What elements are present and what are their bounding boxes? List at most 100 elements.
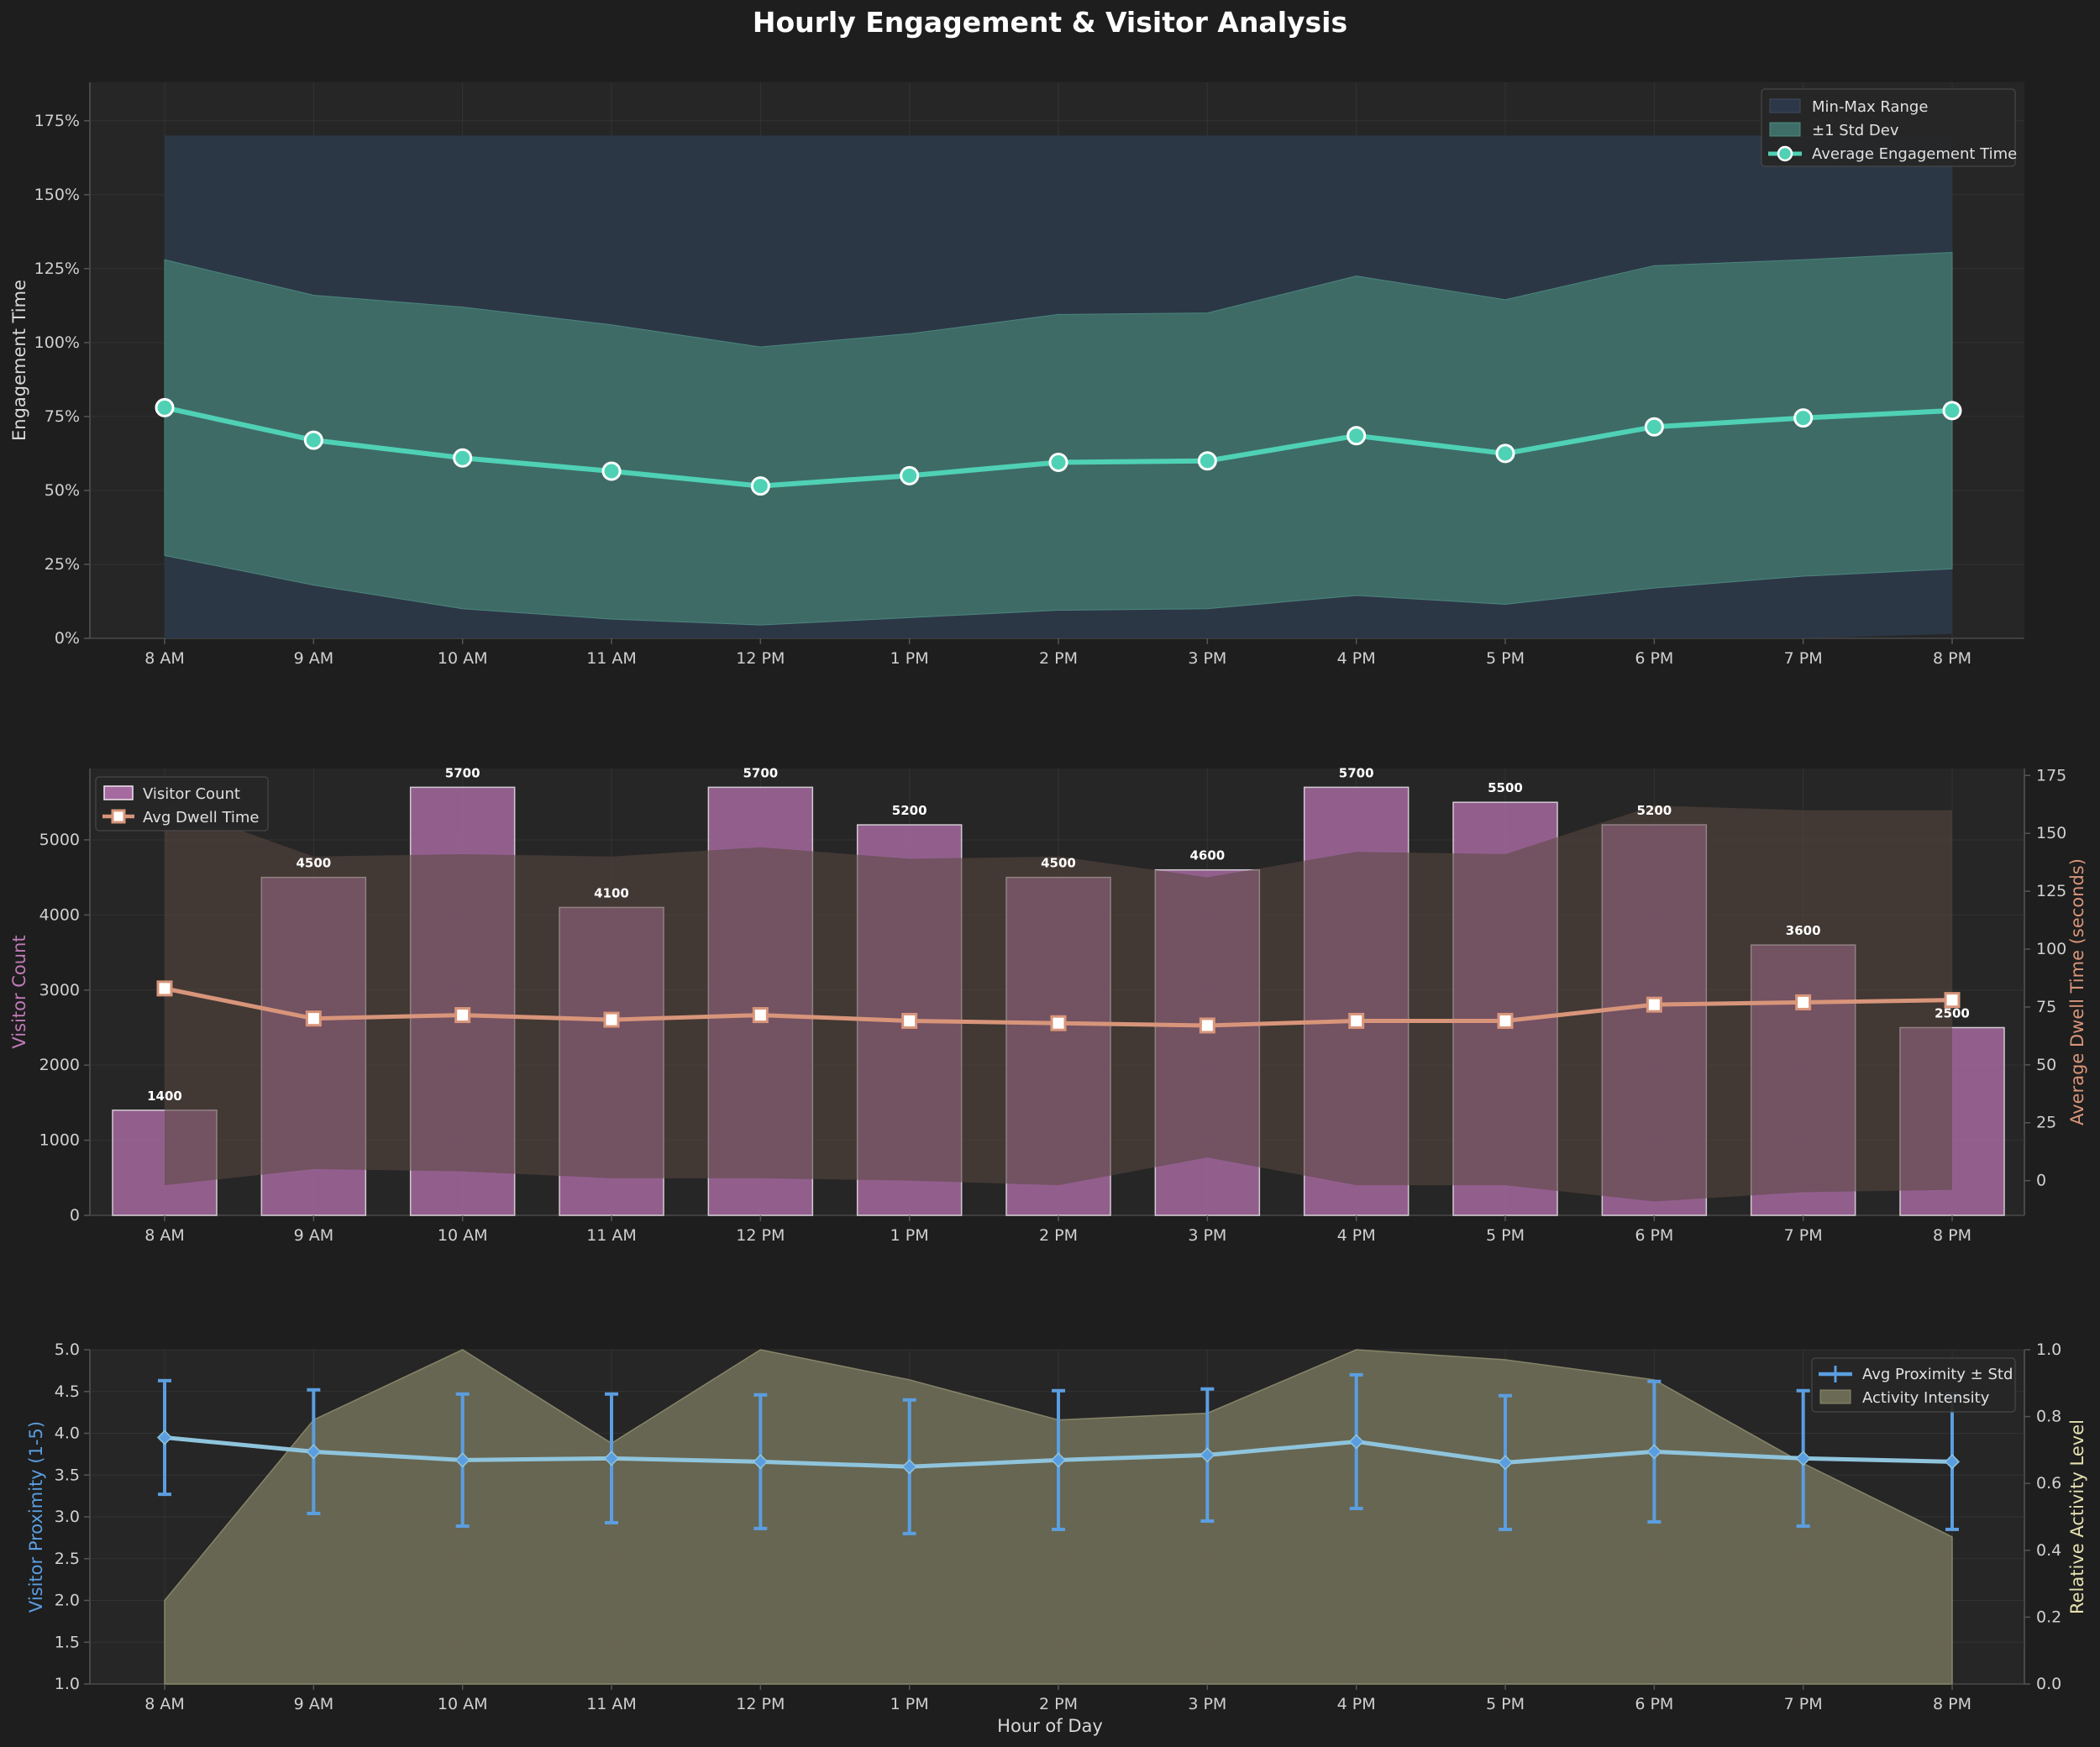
y-right-tick-label: 1.0 xyxy=(2036,1340,2061,1359)
y-right-tick-label: 0.0 xyxy=(2036,1675,2061,1693)
legend-marker-average xyxy=(1777,145,1793,162)
x-tick-label: 2 PM xyxy=(1039,649,1078,668)
avg-proximity-point xyxy=(1944,1454,1961,1470)
avg-proximity-point xyxy=(1646,1444,1662,1460)
average-engagement-point xyxy=(1942,401,1962,421)
y-left-tick-label: 2000 xyxy=(39,1056,80,1074)
bar-value-label: 4500 xyxy=(296,856,331,871)
avg-dwell-time-point xyxy=(1050,1015,1067,1031)
y-left-tick-label: 1.0 xyxy=(55,1675,80,1693)
bar-value-label: 5200 xyxy=(1636,803,1672,818)
bar-value-label: 4600 xyxy=(1189,848,1225,863)
bar-value-label: 5200 xyxy=(892,803,927,818)
x-tick-label: 12 PM xyxy=(736,649,785,668)
y-left-tick-label: 2.5 xyxy=(55,1550,80,1568)
avg-proximity-point xyxy=(156,1430,173,1445)
x-tick-label: 10 AM xyxy=(438,649,488,668)
y-left-axis-label: Visitor Proximity (1-5) xyxy=(26,1421,46,1613)
y-left-tick-label: 1.5 xyxy=(55,1633,80,1651)
y-right-tick-label: 0.2 xyxy=(2036,1608,2061,1626)
legend-swatch-std xyxy=(1769,122,1801,137)
legend-marker-dwell xyxy=(111,809,126,824)
x-tick-label: 11 AM xyxy=(586,1695,637,1713)
avg-proximity-point xyxy=(1050,1452,1067,1468)
average-engagement-point xyxy=(453,448,473,468)
legend-swatch-range xyxy=(1769,98,1801,113)
bar-value-label: 5500 xyxy=(1488,780,1523,795)
legend-swatch-visitor xyxy=(103,785,134,800)
average-engagement-point xyxy=(1048,452,1068,472)
avg-dwell-time-point xyxy=(1497,1012,1514,1029)
y-tick-label: 50% xyxy=(45,481,80,500)
legend-box xyxy=(1811,1357,2016,1413)
x-tick-label: 10 AM xyxy=(438,1695,488,1713)
x-tick-label: 9 AM xyxy=(294,649,334,668)
x-tick-label: 7 PM xyxy=(1784,1695,1823,1713)
average-engagement-point xyxy=(1644,417,1664,437)
legend-label-std: ±1 Std Dev xyxy=(1812,122,1899,139)
y-tick-label: 175% xyxy=(34,112,80,130)
bar-value-label: 5700 xyxy=(1339,765,1374,780)
y-right-tick-label: 25 xyxy=(2036,1114,2056,1132)
y-tick-label: 100% xyxy=(34,333,80,352)
y-left-tick-label: 3.0 xyxy=(55,1508,80,1526)
legend-label-proximity: Avg Proximity ± Std xyxy=(1862,1366,2013,1383)
avg-proximity-point xyxy=(1200,1447,1215,1463)
average-engagement-point xyxy=(1347,426,1367,446)
y-left-tick-label: 5000 xyxy=(39,831,80,849)
avg-dwell-time-point xyxy=(156,980,173,997)
x-tick-label: 7 PM xyxy=(1784,1226,1823,1245)
y-right-tick-label: 150 xyxy=(2036,824,2066,842)
x-tick-label: 9 AM xyxy=(294,1226,334,1245)
x-tick-label: 3 PM xyxy=(1188,1695,1226,1713)
y-left-tick-label: 3000 xyxy=(39,981,80,999)
x-tick-label: 11 AM xyxy=(586,649,637,668)
y-right-tick-label: 50 xyxy=(2036,1056,2056,1074)
x-tick-label: 4 PM xyxy=(1337,649,1376,668)
x-tick-label: 8 PM xyxy=(1933,649,1971,668)
y-left-tick-label: 5.0 xyxy=(55,1340,80,1359)
x-tick-label: 1 PM xyxy=(890,649,929,668)
bar-value-label: 3600 xyxy=(1786,923,1821,938)
bar-value-label: 4100 xyxy=(594,885,629,900)
average-engagement-point xyxy=(750,476,770,496)
average-engagement-point xyxy=(1495,443,1515,464)
avg-proximity-point xyxy=(901,1459,917,1475)
x-tick-label: 4 PM xyxy=(1337,1226,1376,1245)
y-tick-label: 75% xyxy=(45,407,80,426)
average-engagement-point xyxy=(900,465,920,485)
avg-dwell-time-point xyxy=(1199,1017,1215,1034)
y-right-tick-label: 0.6 xyxy=(2036,1474,2061,1493)
avg-dwell-time-point xyxy=(1348,1012,1365,1029)
avg-proximity-point xyxy=(306,1444,322,1460)
figure-title: Hourly Engagement & Visitor Analysis xyxy=(753,6,1347,39)
bar-value-label: 2500 xyxy=(1935,1005,1970,1020)
x-tick-label: 2 PM xyxy=(1039,1695,1078,1713)
x-tick-label: 1 PM xyxy=(890,1695,929,1713)
average-engagement-point xyxy=(1197,451,1217,471)
x-tick-label: 5 PM xyxy=(1486,1226,1525,1245)
avg-dwell-time-point xyxy=(752,1007,769,1024)
average-engagement-point xyxy=(601,461,622,481)
x-tick-label: 8 PM xyxy=(1933,1226,1971,1245)
y-left-tick-label: 4.5 xyxy=(55,1382,80,1401)
engagement-time-panel: 0% 25% 50% 75% 100% 125% 150% 175% 8 AM 9 AM 10 AM… xyxy=(9,82,2024,668)
y-left-tick-label: 0 xyxy=(70,1206,80,1225)
bar-value-label: 1400 xyxy=(147,1089,182,1104)
y-right-tick-label: 0.8 xyxy=(2036,1408,2061,1426)
average-engagement-point xyxy=(155,397,175,417)
x-tick-label: 3 PM xyxy=(1188,649,1226,668)
x-tick-label: 6 PM xyxy=(1635,1695,1673,1713)
y-left-tick-label: 4000 xyxy=(39,905,80,924)
y-right-tick-label: 0.4 xyxy=(2036,1541,2061,1560)
y-left-tick-label: 2.0 xyxy=(55,1592,80,1610)
x-tick-label: 8 AM xyxy=(144,1226,185,1245)
x-tick-label: 2 PM xyxy=(1039,1226,1078,1245)
y-right-tick-label: 75 xyxy=(2036,998,2056,1016)
x-tick-label: 11 AM xyxy=(586,1226,637,1245)
y-right-tick-label: 100 xyxy=(2036,940,2066,958)
visitor-proximity-panel: 1.0 1.5 2.0 2.5 3.0 3.5 4.0 4.5 5.0 0.0 0.2 0.4 0.6 0… xyxy=(26,1340,2087,1736)
y-right-tick-label: 0 xyxy=(2036,1172,2046,1190)
y-left-tick-label: 1000 xyxy=(39,1131,80,1150)
